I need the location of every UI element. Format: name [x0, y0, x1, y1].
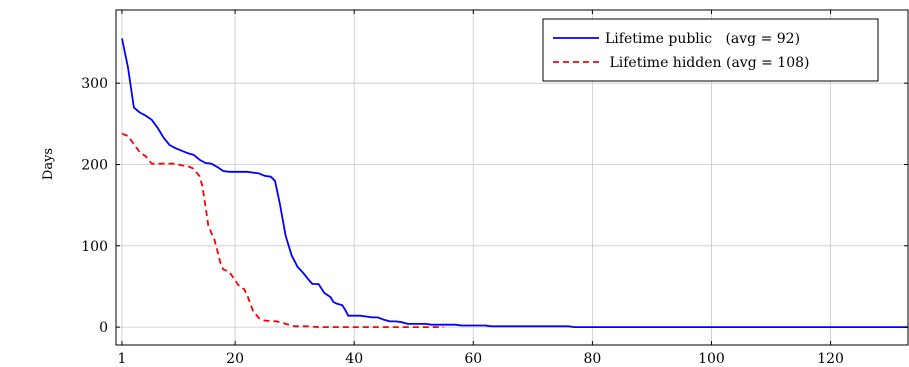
series-line-1: [121, 132, 444, 328]
x-tick-label: 40: [345, 351, 363, 367]
x-tick-label: 120: [817, 351, 844, 367]
y-tick-label: 100: [81, 239, 108, 255]
series-lines: [121, 38, 908, 328]
x-tick-label: 80: [583, 351, 601, 367]
legend-label-0: Lifetime public (avg = 92): [605, 31, 800, 47]
legend-box: [542, 18, 879, 82]
plot-frame: [115, 9, 909, 346]
legend-label-1: Lifetime hidden (avg = 108): [605, 55, 809, 71]
x-tick-label: 20: [226, 351, 244, 367]
y-tick-label: 300: [81, 76, 108, 92]
x-tick-label: 60: [464, 351, 482, 367]
legend: Lifetime public (avg = 92) Lifetime hidd…: [542, 18, 879, 82]
y-tick-label: 0: [99, 320, 108, 336]
x-tick-label: 1: [117, 351, 126, 367]
y-tick-label: 200: [81, 157, 108, 173]
x-tick-label: 100: [698, 351, 725, 367]
y-axis-label: Days: [41, 148, 56, 180]
series-line-0: [121, 38, 908, 328]
